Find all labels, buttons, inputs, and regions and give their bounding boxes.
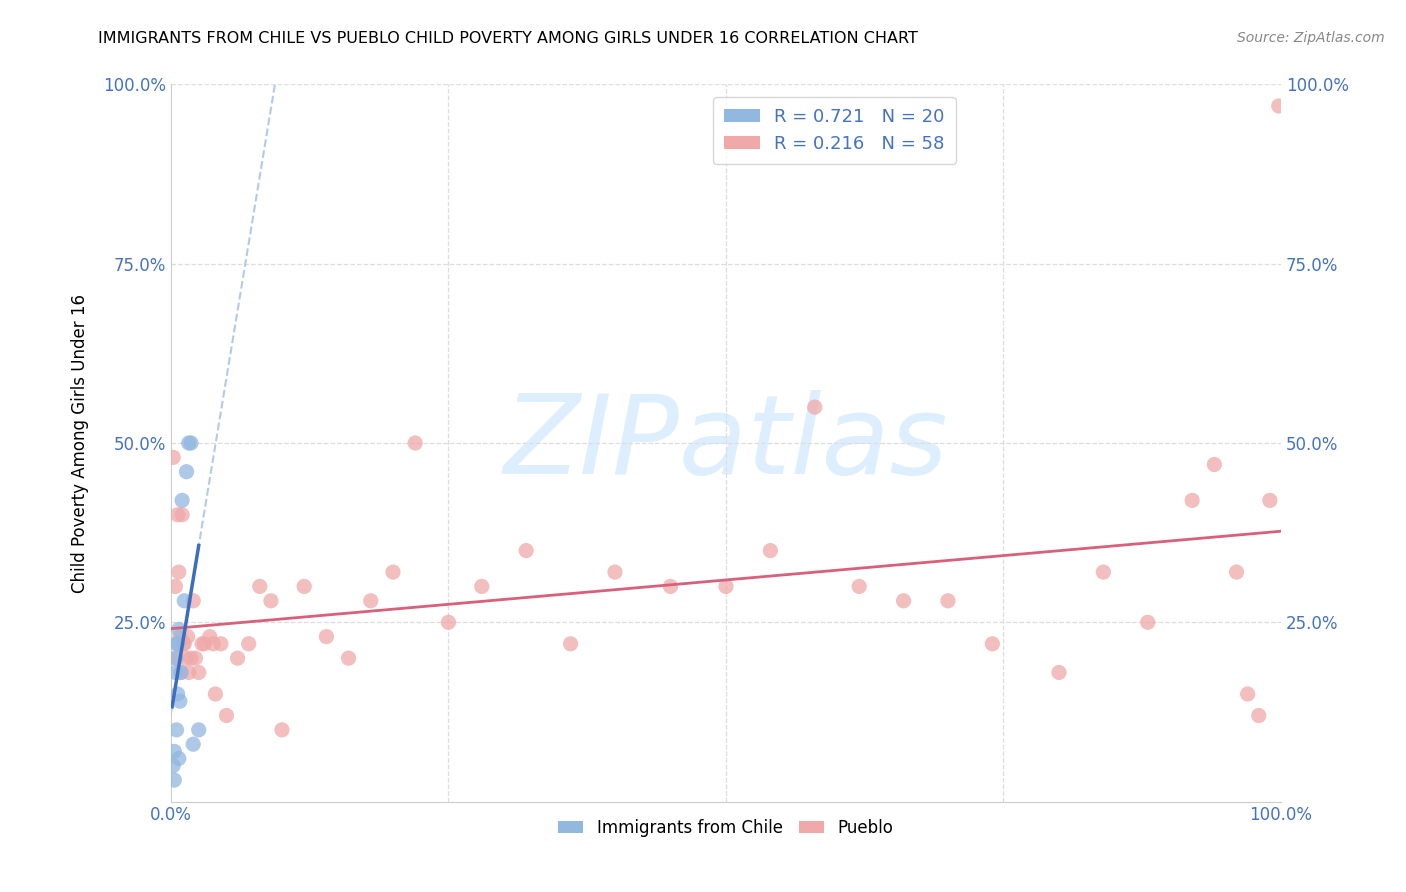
Point	[1236, 687, 1258, 701]
Point	[170, 665, 193, 680]
Point	[167, 751, 190, 765]
Point	[165, 651, 187, 665]
Point	[382, 565, 405, 579]
Point	[173, 594, 195, 608]
Point	[187, 665, 209, 680]
Point	[1267, 99, 1289, 113]
Point	[360, 594, 382, 608]
Point	[759, 543, 782, 558]
Point	[166, 508, 188, 522]
Text: IMMIGRANTS FROM CHILE VS PUEBLO CHILD POVERTY AMONG GIRLS UNDER 16 CORRELATION C: IMMIGRANTS FROM CHILE VS PUEBLO CHILD PO…	[98, 31, 918, 46]
Point	[184, 651, 207, 665]
Point	[603, 565, 626, 579]
Point	[1136, 615, 1159, 630]
Point	[471, 579, 494, 593]
Point	[180, 436, 202, 450]
Point	[177, 665, 200, 680]
Point	[981, 637, 1004, 651]
Point	[162, 758, 184, 772]
Point	[1225, 565, 1247, 579]
Point	[1247, 708, 1270, 723]
Point	[162, 450, 184, 465]
Point	[181, 594, 204, 608]
Point	[260, 594, 283, 608]
Point	[181, 737, 204, 751]
Point	[209, 637, 232, 651]
Point	[172, 493, 194, 508]
Point	[180, 651, 202, 665]
Point	[249, 579, 271, 593]
Point	[936, 594, 959, 608]
Point	[515, 543, 537, 558]
Point	[169, 630, 191, 644]
Point	[271, 723, 294, 737]
Point	[202, 637, 225, 651]
Point	[170, 665, 193, 680]
Point	[204, 687, 226, 701]
Point	[238, 637, 260, 651]
Point	[165, 665, 187, 680]
Point	[1092, 565, 1115, 579]
Text: ZIPatlas: ZIPatlas	[503, 390, 948, 497]
Point	[1204, 458, 1226, 472]
Point	[292, 579, 315, 593]
Point	[173, 637, 195, 651]
Point	[176, 465, 198, 479]
Point	[193, 637, 215, 651]
Point	[803, 400, 825, 414]
Point	[337, 651, 360, 665]
Point	[1181, 493, 1204, 508]
Point	[659, 579, 682, 593]
Point	[167, 623, 190, 637]
Point	[893, 594, 915, 608]
Y-axis label: Child Poverty Among Girls Under 16: Child Poverty Among Girls Under 16	[72, 293, 89, 592]
Point	[163, 773, 186, 788]
Point	[404, 436, 426, 450]
Point	[172, 637, 194, 651]
Point	[166, 651, 188, 665]
Text: Source: ZipAtlas.com: Source: ZipAtlas.com	[1237, 31, 1385, 45]
Point	[187, 723, 209, 737]
Point	[1258, 493, 1281, 508]
Point	[215, 708, 238, 723]
Legend: Immigrants from Chile, Pueblo: Immigrants from Chile, Pueblo	[551, 812, 900, 844]
Point	[177, 436, 200, 450]
Point	[198, 630, 221, 644]
Point	[166, 637, 188, 651]
Point	[166, 637, 188, 651]
Point	[226, 651, 249, 665]
Point	[172, 508, 194, 522]
Point	[191, 637, 214, 651]
Point	[560, 637, 582, 651]
Point	[163, 744, 186, 758]
Point	[315, 630, 337, 644]
Point	[174, 651, 197, 665]
Point	[714, 579, 737, 593]
Point	[165, 579, 187, 593]
Point	[166, 687, 188, 701]
Point	[1047, 665, 1070, 680]
Point	[848, 579, 870, 593]
Point	[437, 615, 460, 630]
Point	[167, 565, 190, 579]
Point	[176, 630, 198, 644]
Point	[166, 723, 188, 737]
Point	[169, 694, 191, 708]
